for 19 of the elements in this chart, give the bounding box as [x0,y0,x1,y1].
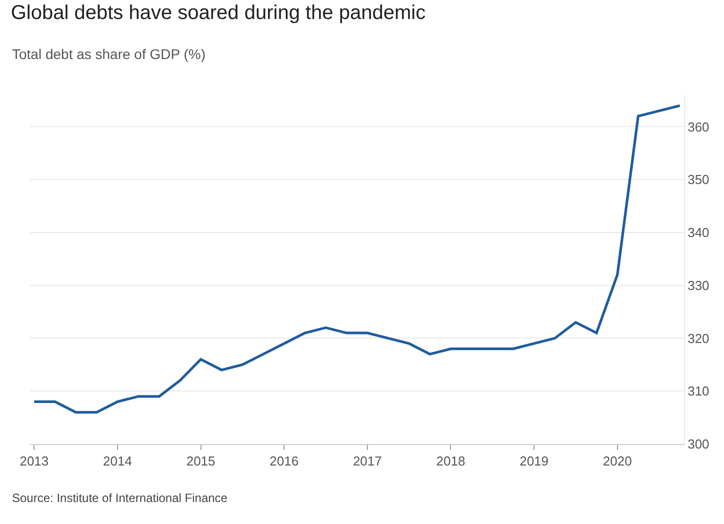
chart-title: Global debts have soared during the pandemic [10,2,426,24]
source-note: Source: Institute of International Finance [12,491,228,505]
y-tick-label: 300 [688,436,710,452]
line-series [32,104,682,414]
x-tick-label: 2017 [352,454,382,469]
x-tick-label: 2020 [602,454,632,469]
x-tick-label: 2013 [20,454,49,469]
y-tick-label: 340 [688,225,710,240]
chart-subtitle: Total debt as share of GDP (%) [12,46,206,62]
y-tick-label: 350 [688,172,710,188]
x-tick-label: 2018 [436,454,466,469]
y-tick-label: 330 [688,278,710,293]
x-tick-label: 2016 [270,454,299,469]
x-tick-label: 2014 [103,454,132,469]
y-tick-label: 310 [688,384,710,399]
y-tick-label: 360 [688,119,710,134]
x-tick-label: 2019 [520,454,548,469]
x-tick-label: 2015 [186,454,216,469]
y-tick-label: 320 [688,330,710,346]
